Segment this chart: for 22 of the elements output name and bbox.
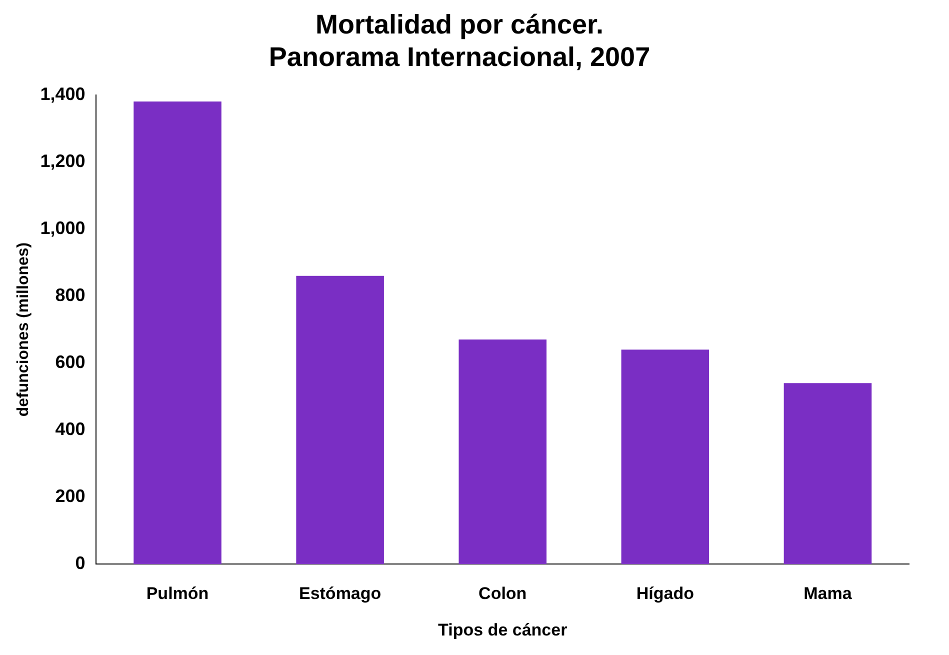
- y-tick-label: 200: [55, 486, 86, 506]
- bar: [296, 276, 384, 564]
- y-tick-label: 800: [55, 284, 86, 305]
- x-tick-label: Mama: [804, 584, 852, 604]
- y-tick-label: 1,400: [40, 84, 86, 104]
- bar: [134, 102, 222, 564]
- y-tick-label: 400: [55, 419, 86, 440]
- bar: [621, 350, 710, 564]
- text: Mortalidad por cáncer.: [315, 10, 604, 40]
- bar: [784, 383, 872, 564]
- y-axis-title: defunciones (millones): [15, 242, 32, 417]
- x-tick-label: Pulmón: [146, 584, 209, 604]
- x-axis-title: Tipos de cáncer: [438, 620, 568, 640]
- text: Panorama Internacional, 2007: [268, 42, 650, 72]
- x-tick-label: Estómago: [298, 584, 382, 604]
- bar: [458, 340, 547, 564]
- y-tick-label: 1,000: [40, 218, 86, 238]
- y-tick-label: 600: [55, 352, 86, 372]
- y-tick-label: 1,200: [40, 150, 86, 171]
- x-tick-label: Hígado: [636, 584, 694, 604]
- x-tick-label: Colon: [478, 584, 527, 604]
- y-tick-label: 0: [75, 553, 86, 574]
